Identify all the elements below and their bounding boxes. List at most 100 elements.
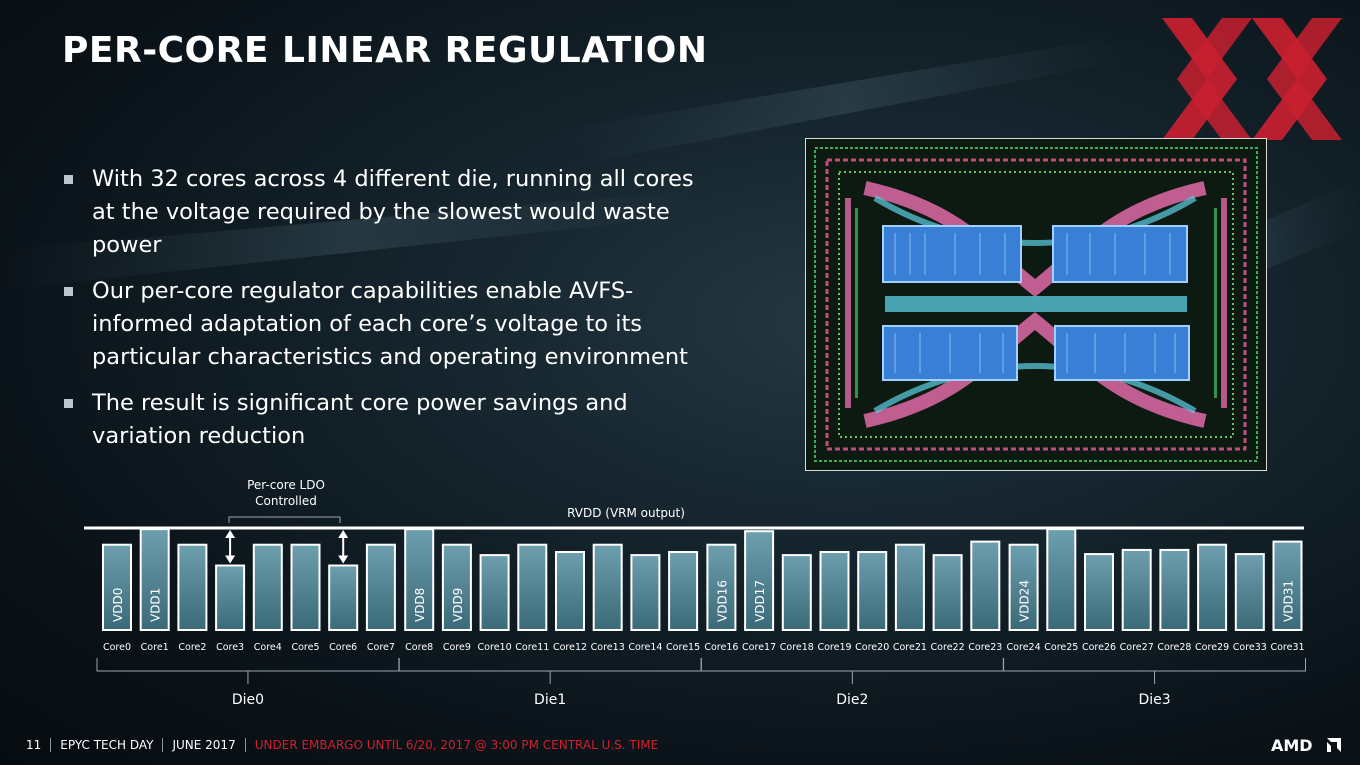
bullet-item: Our per-core regulator capabilities enab… (62, 275, 722, 374)
bullet-item: The result is significant core power sav… (62, 387, 722, 453)
core-label: Core7 (367, 642, 395, 653)
core-label: Core1 (141, 642, 169, 653)
core-voltage-bar (1197, 543, 1228, 631)
core-voltage-bar (932, 554, 963, 631)
core-voltage-bar (857, 551, 888, 631)
die-bracket (96, 658, 400, 672)
event-name: EPYC TECH DAY (60, 738, 154, 752)
core-label: Core28 (1157, 642, 1191, 653)
amd-wordmark: AMD (1271, 736, 1313, 754)
bullet-text: Our per-core regulator capabilities enab… (92, 278, 688, 370)
core-voltage-bar (215, 564, 246, 631)
die-label: Die1 (534, 692, 566, 708)
event-date: JUNE 2017 (172, 738, 236, 752)
core-voltage-bar (1159, 548, 1190, 631)
core-label: Core0 (103, 642, 131, 653)
core-voltage-bar (668, 551, 699, 631)
core-label: Core11 (515, 642, 549, 653)
bullet-square-icon (64, 287, 73, 296)
page-title: PER-CORE LINEAR REGULATION (62, 30, 708, 71)
ldo-arrow-head (225, 530, 236, 538)
die-label: Die3 (1138, 692, 1170, 708)
core-label: Core2 (178, 642, 206, 653)
core-label: Core31 (1270, 642, 1304, 653)
die-label: Die2 (836, 692, 868, 708)
core-voltage-bar (441, 543, 472, 631)
core-voltage-bar (592, 543, 623, 631)
bullet-text: The result is significant core power sav… (92, 390, 628, 449)
per-core-voltage-diagram: RVDD (VRM output) Per-core LDO Controlled C… (84, 478, 1306, 708)
bullet-text: With 32 cores across 4 different die, ru… (92, 166, 694, 258)
core-label: Core33 (1233, 642, 1267, 653)
core-label: Core29 (1195, 642, 1229, 653)
core-voltage-bar (365, 543, 396, 631)
ldo-arrow-head (338, 530, 349, 538)
vdd-label: VDD9 (451, 588, 465, 622)
core-voltage-bar (1234, 553, 1265, 631)
core-voltage-bar (744, 530, 775, 632)
core-voltage-bar (894, 543, 925, 631)
footer: 11 EPYC TECH DAY JUNE 2017 UNDER EMBARGO… (26, 737, 658, 753)
core-label: Core16 (704, 642, 738, 653)
core-voltage-bar (1008, 543, 1039, 631)
core-label: Core27 (1120, 642, 1154, 653)
xx-logo-icon (1162, 18, 1342, 140)
embargo-notice: UNDER EMBARGO UNTIL 6/20, 2017 @ 3:00 PM… (254, 738, 659, 752)
core-label: Core10 (478, 642, 512, 653)
amd-logo-icon: AMD (1271, 736, 1341, 754)
core-label: Core5 (291, 642, 319, 653)
core-label: Core26 (1082, 642, 1116, 653)
ldo-arrow-head (338, 555, 349, 564)
core-label: Core17 (742, 642, 776, 653)
core-label: Core9 (443, 642, 471, 653)
vdd-label: VDD24 (1018, 580, 1032, 622)
core-voltage-bar (1272, 540, 1303, 631)
vdd-label: VDD8 (413, 588, 427, 622)
vdd-label: VDD31 (1282, 580, 1296, 622)
ldo-label-line1: Per-core LDO (247, 478, 325, 492)
bullet-list: With 32 cores across 4 different die, ru… (62, 163, 722, 466)
core-label: Core18 (780, 642, 814, 653)
core-voltage-bar (1084, 553, 1114, 631)
core-label: Core19 (817, 642, 851, 653)
core-label: Core20 (855, 642, 889, 653)
bullet-item: With 32 cores across 4 different die, ru… (62, 163, 722, 262)
core-voltage-bar (479, 554, 510, 631)
core-label: Core3 (216, 642, 244, 653)
footer-divider (244, 738, 246, 752)
core-voltage-bar (781, 554, 812, 631)
core-label: Core22 (931, 642, 965, 653)
core-label: Core4 (254, 642, 282, 653)
core-label: Core12 (553, 642, 587, 653)
die-label: Die0 (232, 692, 264, 708)
core-label: Core24 (1007, 642, 1041, 653)
vdd-label: VDD1 (149, 588, 163, 622)
bullet-square-icon (64, 399, 73, 408)
core-label: Core25 (1044, 642, 1078, 653)
core-voltage-bar (1121, 548, 1152, 631)
die-bracket (700, 658, 1004, 672)
core-label: Core13 (591, 642, 625, 653)
footer-divider (50, 738, 52, 752)
core-voltage-bar (819, 551, 850, 631)
ldo-label-line2: Controlled (255, 494, 317, 508)
die-bracket (1003, 658, 1306, 672)
core-voltage-bar (328, 564, 359, 631)
core-voltage-bar (290, 543, 321, 631)
core-voltage-bar (1046, 528, 1077, 631)
core-voltage-bar (706, 543, 737, 631)
core-voltage-bar (630, 554, 661, 631)
page-number: 11 (26, 738, 42, 752)
core-voltage-bar (177, 543, 208, 631)
vdd-label: VDD0 (111, 588, 125, 622)
core-label: Core21 (893, 642, 927, 653)
core-label: Core23 (968, 642, 1002, 653)
core-label: Core15 (666, 642, 700, 653)
core-voltage-bar (102, 543, 132, 631)
vdd-label: VDD16 (715, 580, 729, 622)
core-voltage-bar (517, 543, 548, 631)
core-label: Core6 (329, 642, 357, 653)
core-voltage-bar (139, 528, 170, 631)
rvdd-label: RVDD (VRM output) (567, 506, 685, 520)
core-label: Core14 (628, 642, 662, 653)
